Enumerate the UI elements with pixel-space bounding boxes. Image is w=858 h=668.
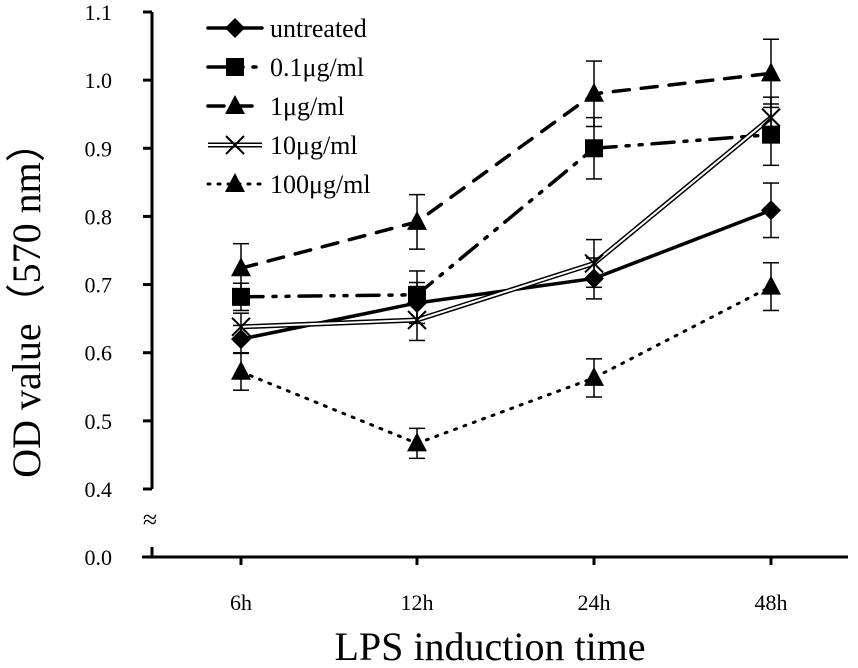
y-tick-label: 0.8 xyxy=(85,204,113,229)
data-point xyxy=(585,139,603,158)
y-tick-label: 0.0 xyxy=(85,545,113,570)
series-line xyxy=(239,132,773,299)
y-tick-label: 1.0 xyxy=(85,68,113,93)
data-point xyxy=(407,432,427,452)
legend-marker xyxy=(225,18,245,38)
y-axis-title: OD value（570 nm） xyxy=(4,122,49,478)
data-point xyxy=(761,275,781,295)
data-point xyxy=(584,82,604,102)
legend-marker xyxy=(226,58,244,76)
legend-item: 10μg/ml xyxy=(208,131,358,160)
x-tick-label: 12h xyxy=(401,590,434,615)
y-tick-label: 1.1 xyxy=(85,0,113,25)
data-point xyxy=(584,366,604,386)
axis-break-symbol: ≈ xyxy=(143,505,157,534)
axes: ≈0.0 0.4 0.5 0.6 0.7 0.8 0.9 1.0 1.1 6h 12h 24h 48h xyxy=(85,0,848,615)
series-3 xyxy=(231,96,781,342)
y-tick-label: 0.7 xyxy=(85,273,113,298)
legend-label: 1μg/ml xyxy=(270,92,345,121)
x-stroke xyxy=(761,107,781,128)
series-line xyxy=(239,71,773,270)
legend-marker xyxy=(225,135,245,155)
data-point xyxy=(761,107,781,128)
legend-label: 100μg/ml xyxy=(270,170,371,199)
x-stroke xyxy=(225,135,245,155)
data-point xyxy=(407,310,427,330)
x-stroke xyxy=(231,317,251,337)
legend-marker xyxy=(225,173,245,192)
data-point xyxy=(407,210,427,230)
y-tick-label: 0.9 xyxy=(85,136,113,161)
legend-item: 1μg/ml xyxy=(206,92,345,121)
legend-label: 10μg/ml xyxy=(270,131,358,160)
x-axis-title: LPS induction time xyxy=(334,624,645,668)
series-4 xyxy=(231,262,781,460)
x-tick-label: 6h xyxy=(230,590,252,615)
y-tick-label: 0.6 xyxy=(85,341,113,366)
legend-item: 0.1μg/ml xyxy=(206,53,364,82)
legend-item: 100μg/ml xyxy=(206,170,371,199)
legend-item: untreated xyxy=(206,14,367,43)
y-tick-label: 0.5 xyxy=(85,409,113,434)
legend: untreated 0.1μg/ml 1μg/ml 10μg/ml 100μg/ml xyxy=(206,14,371,199)
series-0 xyxy=(231,182,781,354)
x-tick-label: 48h xyxy=(755,590,788,615)
x-tick-label: 24h xyxy=(578,590,611,615)
x-stroke xyxy=(407,310,427,330)
x-stroke xyxy=(584,253,604,274)
legend-marker xyxy=(225,95,245,114)
data-point xyxy=(231,317,251,337)
y-tick-label: 0.4 xyxy=(85,477,113,502)
data-point xyxy=(761,200,781,221)
series-layer xyxy=(231,38,781,460)
series-2 xyxy=(231,38,781,294)
series-line xyxy=(239,208,773,341)
data-point xyxy=(231,360,251,380)
data-point xyxy=(761,62,781,82)
series-line xyxy=(239,285,773,445)
data-point xyxy=(231,257,251,277)
series-line-inner xyxy=(240,116,772,328)
data-point xyxy=(584,253,604,274)
legend-label: untreated xyxy=(270,14,367,43)
legend-label: 0.1μg/ml xyxy=(270,53,364,82)
